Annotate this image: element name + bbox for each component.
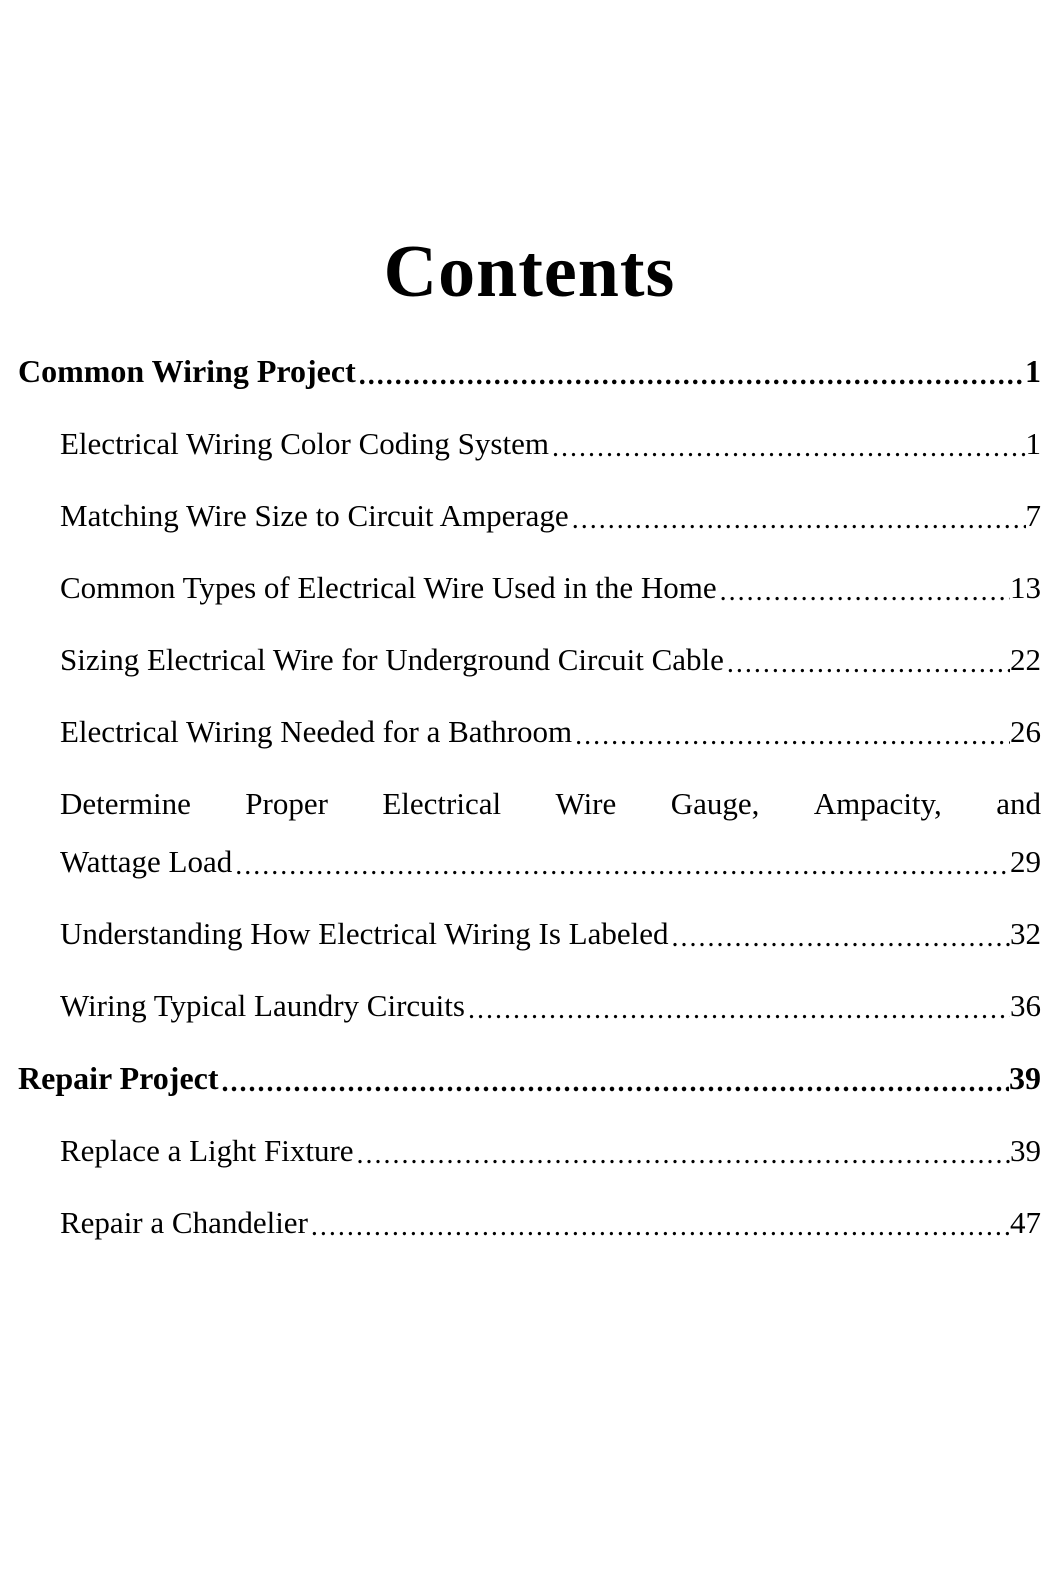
toc-entry: Matching Wire Size to Circuit Amperage .… [60,498,1041,534]
section-page: 1 [1025,353,1041,390]
leader-dots: ........................................… [219,1067,1009,1099]
section-header: Common Wiring Project ..................… [18,353,1041,390]
entry-label: Understanding How Electrical Wiring Is L… [60,916,669,952]
toc-entry: Electrical Wiring Needed for a Bathroom … [60,714,1041,750]
entry-page: 1 [1026,426,1042,462]
entry-label: Wattage Load [60,844,232,880]
entry-page: 13 [1010,570,1041,606]
leader-dots: ........................................… [308,1211,1010,1243]
entry-word: Electrical [382,786,501,822]
leader-dots: ........................................… [569,504,1026,536]
entry-word: and [996,786,1041,822]
entry-line1: Determine Proper Electrical Wire Gauge, … [60,786,1041,822]
section-page: 39 [1009,1060,1041,1097]
entry-word: Determine [60,786,191,822]
entry-label: Electrical Wiring Color Coding System [60,426,549,462]
toc-entry: Common Types of Electrical Wire Used in … [60,570,1041,606]
section-label: Common Wiring Project [18,353,356,390]
entry-word: Ampacity, [814,786,942,822]
section-header: Repair Project .........................… [18,1060,1041,1097]
entry-label: Electrical Wiring Needed for a Bathroom [60,714,572,750]
entry-page: 22 [1010,642,1041,678]
entry-page: 32 [1010,916,1041,952]
entry-line2: Wattage Load ...........................… [60,844,1041,880]
entry-page: 7 [1026,498,1042,534]
entry-page: 47 [1010,1205,1041,1241]
entry-page: 36 [1010,988,1041,1024]
toc-entry-multiline: Determine Proper Electrical Wire Gauge, … [60,786,1041,880]
leader-dots: ........................................… [232,850,1010,882]
toc-entry: Sizing Electrical Wire for Underground C… [60,642,1041,678]
entry-word: Proper [245,786,328,822]
leader-dots: ........................................… [465,994,1010,1026]
entry-label: Common Types of Electrical Wire Used in … [60,570,717,606]
toc-entry: Wiring Typical Laundry Circuits ........… [60,988,1041,1024]
leader-dots: ........................................… [717,576,1010,608]
leader-dots: ........................................… [724,648,1010,680]
entry-label: Matching Wire Size to Circuit Amperage [60,498,569,534]
leader-dots: ........................................… [354,1139,1010,1171]
entry-label: Replace a Light Fixture [60,1133,354,1169]
leader-dots: ........................................… [549,432,1026,464]
leader-dots: ........................................… [669,922,1010,954]
toc-entry: Electrical Wiring Color Coding System ..… [60,426,1041,462]
toc-entry: Repair a Chandelier ....................… [60,1205,1041,1241]
toc-entry: Replace a Light Fixture ................… [60,1133,1041,1169]
toc-entry: Understanding How Electrical Wiring Is L… [60,916,1041,952]
entry-page: 26 [1010,714,1041,750]
leader-dots: ........................................… [356,360,1025,392]
entry-label: Wiring Typical Laundry Circuits [60,988,465,1024]
leader-dots: ........................................… [572,720,1010,752]
entry-page: 29 [1010,844,1041,880]
entry-label: Repair a Chandelier [60,1205,308,1241]
entry-page: 39 [1010,1133,1041,1169]
page-title: Contents [18,230,1041,315]
entry-word: Wire [556,786,617,822]
entry-word: Gauge, [671,786,760,822]
section-label: Repair Project [18,1060,219,1097]
entry-label: Sizing Electrical Wire for Underground C… [60,642,724,678]
